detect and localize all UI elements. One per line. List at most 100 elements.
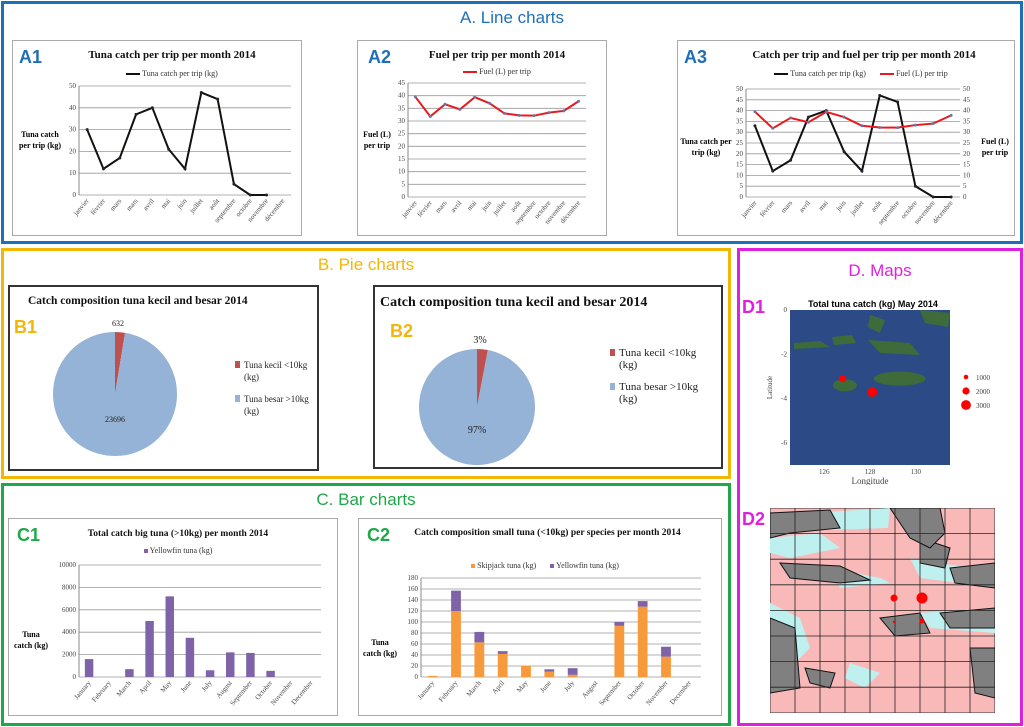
- data-point: [913, 184, 917, 188]
- data-point: [931, 122, 935, 126]
- x-tick-label: janvier: [71, 197, 91, 218]
- island: [868, 340, 920, 355]
- section-pie-charts: B. Pie charts: [1, 248, 731, 479]
- shallow-zone: [845, 663, 880, 688]
- data-point: [896, 126, 900, 130]
- legend-label: (kg): [619, 393, 638, 405]
- bar: [205, 670, 215, 677]
- y-tick-label: 40: [398, 92, 406, 100]
- map-d1[interactable]: 0 -2 -4 -6 126 128 130 Longitude Latitude 1000 200…: [760, 305, 1020, 485]
- x-tick-label: juillet: [188, 197, 205, 215]
- data-point: [913, 123, 917, 127]
- y-tick-label: 30: [398, 117, 406, 125]
- chart-a1: A1 Tuna catch per trip per month 2014 Tu…: [12, 40, 302, 236]
- x-tick-label: May: [515, 679, 530, 694]
- data-point: [150, 106, 154, 110]
- catch-point: [892, 620, 896, 624]
- y-tick-label-right: 30: [963, 128, 971, 136]
- legend-label: Fuel (L) per trip: [895, 69, 948, 78]
- catch-point: [867, 387, 878, 397]
- catch-point: [838, 375, 847, 383]
- y-tick-label: 0: [784, 306, 788, 314]
- bar: [451, 611, 461, 677]
- panel-label: B2: [390, 321, 414, 341]
- x-tick-label: February: [437, 679, 460, 704]
- size-legend-label: 3000: [976, 402, 991, 410]
- map-d2[interactable]: [770, 508, 995, 713]
- y-tick-label: 25: [736, 139, 744, 147]
- y-tick-label: 0: [402, 193, 406, 201]
- data-point: [824, 110, 828, 114]
- bar: [474, 642, 485, 677]
- series-line: [86, 91, 267, 196]
- panel-label: A2: [368, 47, 392, 67]
- legend-swatch: [126, 73, 141, 76]
- bar: [567, 674, 578, 677]
- slice-label: 632: [112, 319, 124, 328]
- land: [969, 647, 995, 699]
- pie-slice: [477, 349, 488, 407]
- y-tick-label: 20: [69, 147, 77, 155]
- y-tick-label-right: 35: [963, 117, 971, 125]
- x-tick-label: May: [159, 679, 174, 694]
- y-tick-label-right: 5: [963, 182, 967, 190]
- data-point: [860, 169, 864, 173]
- x-tick-label: April: [491, 679, 507, 696]
- data-point: [949, 195, 953, 199]
- bar: [497, 651, 508, 654]
- data-point: [931, 195, 935, 199]
- x-tick-label: June: [179, 679, 193, 694]
- plot-area: 0 0 5 5 10 10 15 15 20 20 25 25 30 30 35 35 40 40 45 45 50 50…: [736, 85, 971, 226]
- pie-slice: [52, 332, 177, 456]
- x-tick-label: mars: [125, 197, 140, 213]
- x-tick-label: mai: [817, 199, 830, 212]
- y-tick-label: 4000: [62, 628, 77, 636]
- y-tick-label: 160: [408, 585, 419, 593]
- pie-slice: [115, 332, 126, 394]
- x-tick-label: avril: [142, 197, 156, 212]
- section-bar-charts: C. Bar charts: [1, 483, 731, 726]
- size-legend-marker: [961, 400, 971, 410]
- slice-label: 97%: [468, 425, 486, 436]
- panel-label: D2: [742, 509, 766, 529]
- data-point: [413, 95, 417, 99]
- y-axis-label: Fuel (L) per trip: [363, 130, 391, 150]
- data-point: [532, 114, 536, 118]
- x-axis-label: Longitude: [852, 476, 889, 485]
- chart-title: Catch per trip and fuel per trip per mon…: [752, 49, 976, 61]
- y-tick-label: 20: [411, 662, 419, 670]
- x-tick-label: December: [668, 679, 693, 707]
- slice-label: 23696: [105, 415, 125, 424]
- x-tick-label: September: [597, 679, 623, 708]
- data-point: [771, 169, 775, 173]
- data-point: [199, 91, 203, 95]
- land: [770, 617, 801, 694]
- series-line: [754, 110, 952, 130]
- y-tick-label: 15: [736, 161, 744, 169]
- island-seram: [873, 371, 926, 386]
- y-tick-label: 35: [736, 117, 744, 125]
- legend-label: Tuna besar >10kg: [244, 394, 309, 404]
- y-tick-label: 35: [398, 104, 406, 112]
- data-point: [134, 112, 138, 116]
- data-point: [473, 95, 477, 99]
- y-tick-label: 5: [740, 182, 744, 190]
- land: [949, 562, 995, 589]
- bar: [266, 670, 275, 677]
- bar: [544, 671, 555, 677]
- data-point: [842, 150, 846, 154]
- y-tick-label: 0: [415, 673, 419, 681]
- y-tick-label: 25: [398, 130, 406, 138]
- y-tick-label: 10: [69, 169, 77, 177]
- x-tick-label: juillet: [848, 199, 865, 217]
- y-tick-label: 80: [411, 629, 419, 637]
- x-tick-label: March: [465, 679, 483, 699]
- pie-area: 632 Tuna kecil <10kg (kg) 23696 Tuna besar >…: [52, 319, 309, 456]
- data-point: [806, 120, 810, 124]
- catch-point: [916, 592, 928, 604]
- legend-label: Fuel (L) per trip: [479, 67, 531, 76]
- bar: [521, 666, 531, 677]
